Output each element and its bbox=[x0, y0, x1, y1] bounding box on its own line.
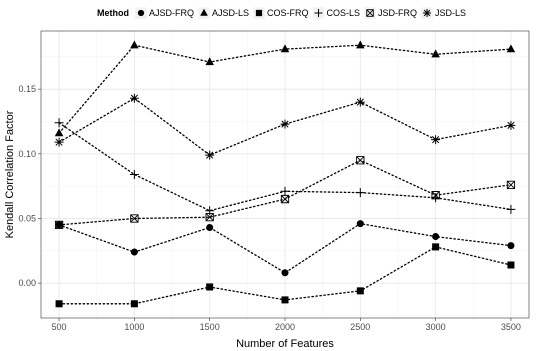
data-point-jsd-ls bbox=[431, 135, 441, 145]
legend-label-ajsd-frq: AJSD-FRQ bbox=[149, 8, 194, 18]
data-point-jsd-ls bbox=[205, 150, 215, 160]
plot-area bbox=[40, 30, 530, 319]
data-point-jsd-ls bbox=[280, 119, 290, 129]
legend-key-cos-frq bbox=[252, 6, 266, 20]
legend-marker-jsd-ls bbox=[423, 9, 432, 17]
legend: Method AJSD-FRQ AJSD-LS COS-FRQ COS-LS JSD-F… bbox=[97, 6, 466, 20]
legend-label-cos-frq: COS-FRQ bbox=[267, 8, 309, 18]
data-point-cos-ls bbox=[54, 118, 64, 128]
x-tick-label: 2500 bbox=[350, 322, 370, 332]
legend-key-ajsd-frq bbox=[134, 6, 148, 20]
data-point-jsd-frq bbox=[356, 156, 365, 165]
data-point-ajsd-frq bbox=[507, 242, 515, 250]
x-axis-title: Number of Features bbox=[236, 338, 334, 350]
data-point-cos-frq bbox=[206, 283, 214, 291]
data-point-cos-frq bbox=[356, 287, 364, 295]
data-point-cos-ls bbox=[129, 170, 139, 179]
legend-marker-cos-ls bbox=[314, 9, 323, 17]
data-point-cos-ls bbox=[280, 186, 290, 196]
data-point-ajsd-ls bbox=[54, 128, 64, 137]
x-tick-label: 500 bbox=[52, 322, 67, 332]
data-point-cos-frq bbox=[130, 300, 138, 308]
legend-key-jsd-ls bbox=[420, 6, 434, 20]
legend-label-ajsd-ls: AJSD-LS bbox=[212, 8, 249, 18]
data-point-cos-frq bbox=[507, 261, 515, 269]
data-point-jsd-frq bbox=[54, 220, 64, 230]
data-point-ajsd-ls bbox=[130, 40, 139, 49]
data-point-jsd-ls bbox=[506, 120, 516, 130]
data-point-ajsd-frq bbox=[206, 223, 214, 232]
data-point-cos-ls bbox=[355, 188, 365, 198]
y-tick-label: 0.00 bbox=[18, 278, 36, 288]
legend-key-jsd-frq bbox=[363, 6, 377, 20]
series-markers-jsd-ls bbox=[54, 93, 516, 160]
data-point-jsd-ls bbox=[355, 97, 365, 107]
data-point-jsd-frq bbox=[280, 194, 290, 204]
data-point-cos-frq bbox=[55, 300, 63, 308]
legend-marker-jsd-frq bbox=[366, 9, 374, 17]
y-tick-label: 0.10 bbox=[18, 149, 36, 159]
y-tick-label: 0.15 bbox=[18, 84, 36, 94]
data-point-jsd-frq bbox=[431, 191, 440, 200]
data-point-ajsd-ls bbox=[205, 57, 214, 66]
data-point-ajsd-ls bbox=[356, 40, 365, 49]
y-axis-title: Kendall Correlation Factor bbox=[4, 110, 16, 238]
series-markers bbox=[54, 40, 516, 308]
data-point-ajsd-frq bbox=[432, 233, 440, 241]
legend-label-cos-ls: COS-LS bbox=[327, 8, 361, 18]
data-point-ajsd-frq bbox=[130, 248, 138, 256]
data-point-jsd-frq bbox=[506, 180, 516, 189]
legend-title: Method bbox=[97, 8, 129, 18]
data-point-cos-frq bbox=[281, 296, 289, 304]
x-tick-label: 3000 bbox=[426, 322, 446, 332]
legend-marker-cos-frq bbox=[255, 9, 263, 17]
x-tick-label: 2000 bbox=[275, 322, 295, 332]
y-axis-ticks: 0.00 0.05 0.10 0.15 bbox=[18, 84, 41, 288]
legend-key-cos-ls bbox=[312, 6, 325, 20]
data-point-cos-ls bbox=[506, 204, 516, 214]
data-point-jsd-ls bbox=[129, 93, 139, 103]
x-tick-label: 3500 bbox=[501, 322, 521, 332]
data-point-ajsd-frq bbox=[281, 269, 289, 277]
series-markers-cos-ls bbox=[54, 118, 516, 216]
legend-marker-ajsd-ls bbox=[200, 8, 208, 16]
x-axis-ticks: 500 1000 1500 2000 2500 3000 3500 bbox=[52, 318, 521, 332]
data-point-jsd-frq bbox=[130, 214, 139, 223]
legend-key-ajsd-ls bbox=[197, 6, 211, 20]
data-point-ajsd-ls bbox=[431, 49, 440, 58]
legend-label-jsd-frq: JSD-FRQ bbox=[378, 8, 417, 18]
data-point-ajsd-ls bbox=[280, 44, 290, 53]
data-point-jsd-ls bbox=[54, 137, 64, 147]
data-point-cos-frq bbox=[432, 243, 440, 251]
series-markers-jsd-frq bbox=[54, 156, 516, 230]
legend-marker-ajsd-frq bbox=[137, 9, 145, 17]
series-markers-cos-frq bbox=[55, 243, 515, 308]
x-tick-label: 1000 bbox=[124, 322, 144, 332]
data-point-jsd-frq bbox=[205, 213, 214, 222]
data-point-ajsd-ls bbox=[506, 44, 516, 53]
legend-label-jsd-ls: JSD-LS bbox=[435, 8, 466, 18]
data-point-ajsd-frq bbox=[356, 220, 364, 228]
series-markers-ajsd-ls bbox=[54, 40, 516, 137]
x-tick-label: 1500 bbox=[200, 322, 220, 332]
y-tick-label: 0.05 bbox=[18, 213, 36, 223]
